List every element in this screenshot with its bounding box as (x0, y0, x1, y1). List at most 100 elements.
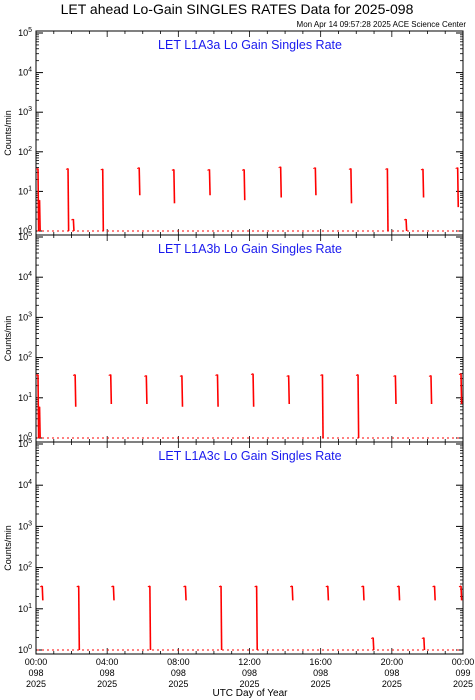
rate-burst-cap (241, 168, 245, 171)
rate-burst-cap (37, 406, 40, 409)
y-tick-label: 102 (18, 562, 32, 573)
rate-burst (109, 374, 113, 405)
rate-burst-cap (40, 585, 43, 588)
rate-burst-cap (278, 166, 281, 169)
y-tick-label: 101 (18, 392, 32, 403)
panels-group: LET L1A3a Lo Gain Singles Rate Counts/min… (3, 27, 464, 655)
panel-2: LET L1A3b Lo Gain Singles Rate Counts/min… (3, 231, 464, 443)
y-tick-label: 100 (18, 432, 32, 443)
rate-burst-cap (207, 168, 210, 171)
rate-burst-cap (396, 585, 400, 588)
rate-burst (67, 168, 70, 232)
rate-burst-cap (421, 637, 425, 640)
panel-3: LET L1A3c Lo Gain Singles Rate Counts/min… (3, 438, 464, 655)
x-tick-label: 098 (171, 668, 186, 678)
y-tick-label: 104 (18, 479, 32, 490)
rate-burst-cap (136, 167, 140, 170)
rate-burst-cap (403, 218, 407, 221)
rate-burst-cap (215, 374, 218, 376)
x-tick-label: 2025 (97, 679, 117, 689)
rate-burst (112, 585, 115, 601)
x-tick-label: 2025 (168, 679, 188, 689)
rate-burst (181, 375, 184, 407)
y-tick-label: 104 (18, 67, 32, 78)
rate-burst-cap (171, 168, 175, 171)
rate-burst-cap (76, 585, 79, 588)
rate-burst (287, 375, 291, 405)
panel-frame (35, 234, 464, 443)
rate-burst-cap (320, 374, 323, 376)
x-tick-label: 2025 (26, 679, 46, 689)
y-tick-label: 103 (18, 106, 32, 117)
rate-burst-cap (250, 373, 254, 376)
y-tick-label: 102 (18, 146, 32, 157)
rate-burst-cap (111, 585, 114, 588)
x-tick-label: 08:00 (167, 657, 190, 667)
rate-burst-cap (179, 374, 183, 377)
y-tick-label: 105 (18, 27, 32, 38)
rate-burst-cap (432, 585, 435, 588)
rate-burst-cap (458, 585, 462, 588)
y-axis-label: Counts/min (3, 110, 13, 156)
rate-burst (460, 373, 463, 405)
rate-burst (433, 585, 436, 601)
x-tick-label: 16:00 (309, 657, 332, 667)
rate-burst-cap (218, 585, 222, 588)
figure-title: LET ahead Lo-Gain SINGLES RATES Data for… (61, 1, 414, 17)
rate-burst-cap (183, 585, 186, 588)
y-tick-label: 100 (18, 644, 32, 655)
rate-burst (173, 169, 176, 204)
x-tick-label: 04:00 (96, 657, 119, 667)
rate-burst-cap (355, 374, 359, 376)
rate-burst (456, 167, 460, 208)
rate-burst (362, 585, 365, 601)
rate-burst (386, 168, 389, 232)
x-axis: 00:00098202504:00098202508:00098202512:0… (25, 657, 475, 689)
rate-burst-cap (385, 167, 388, 170)
rate-burst-cap (325, 585, 329, 588)
rate-burst-cap (286, 374, 289, 377)
rate-burst-cap (71, 218, 74, 221)
y-tick-label: 103 (18, 520, 32, 531)
rate-burst (423, 637, 426, 651)
rate-burst-cap (108, 374, 111, 376)
rate-burst-cap (428, 374, 432, 377)
rate-burst (243, 169, 246, 201)
x-tick-label: 098 (384, 668, 399, 678)
panel-1: LET L1A3a Lo Gain Singles Rate Counts/min… (3, 27, 464, 236)
rate-burst-cap (289, 585, 293, 588)
rate-burst (255, 585, 259, 651)
rate-burst (321, 374, 324, 439)
generation-timestamp: Mon Apr 14 09:57:28 2025 ACE Science Cen… (297, 20, 467, 29)
x-tick-label: 2025 (311, 679, 331, 689)
rate-burst (430, 375, 433, 405)
y-tick-label: 100 (18, 225, 32, 236)
rate-burst-cap (35, 167, 39, 170)
x-tick-label: 2025 (453, 679, 473, 689)
rate-burst (460, 585, 463, 601)
rate-burst-cap (37, 199, 40, 202)
x-tick-label: 2025 (239, 679, 259, 689)
rate-burst (314, 167, 317, 196)
rate-burst-cap (65, 167, 69, 170)
rate-burst (41, 585, 44, 601)
rate-burst (252, 373, 255, 407)
rate-burst-cap (393, 374, 396, 377)
rate-burst (138, 167, 141, 196)
panel-title: LET L1A3b Lo Gain Singles Rate (158, 242, 342, 256)
rate-burst (405, 219, 408, 232)
y-axis-label: Counts/min (3, 316, 13, 362)
y-tick-label: 103 (18, 311, 32, 322)
x-axis-label: UTC Day of Year (212, 688, 288, 699)
rate-burst (326, 585, 330, 601)
y-tick-label: 102 (18, 352, 32, 363)
y-axis-label: Counts/min (3, 525, 13, 571)
rate-burst-cap (35, 374, 39, 376)
rate-burst (279, 166, 283, 198)
x-tick-label: 2025 (382, 679, 402, 689)
panel-frame (35, 30, 464, 236)
rate-burst-cap (72, 374, 76, 376)
rate-burst-cap (420, 168, 424, 171)
rate-burst (38, 406, 41, 439)
